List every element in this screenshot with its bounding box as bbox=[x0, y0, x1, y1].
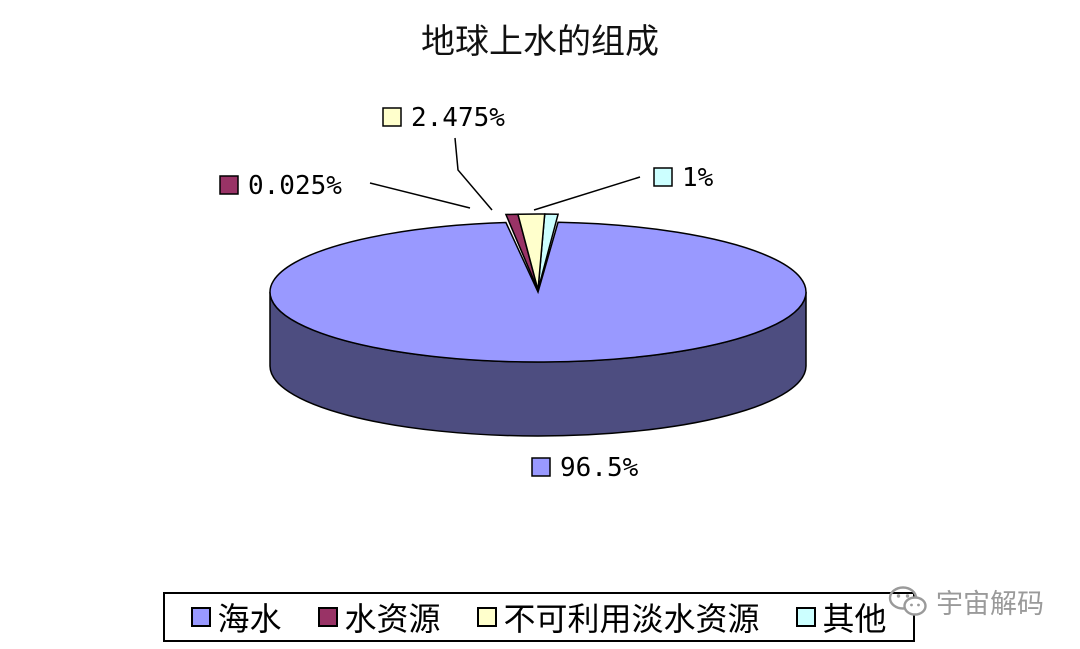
data-label-swatch-water-resources bbox=[219, 175, 239, 195]
chart-title: 地球上水的组成 bbox=[421, 22, 659, 62]
data-label-unusable-freshwater: 2.475% bbox=[411, 103, 505, 133]
pie-slice-unusable-freshwater bbox=[516, 213, 546, 291]
legend-item-water-resources: 水资源 bbox=[318, 594, 441, 640]
pie-chart: 96.5% 0.025% 2.475% 1% bbox=[219, 103, 807, 483]
pie-tops bbox=[269, 213, 807, 363]
legend-swatch-unusable-freshwater bbox=[477, 607, 498, 627]
leader-line-water-resources bbox=[369, 182, 471, 209]
watermark: 宇宙解码 bbox=[888, 582, 1044, 621]
watermark-text: 宇宙解码 bbox=[936, 589, 1044, 620]
legend-label-other: 其他 bbox=[822, 600, 887, 638]
legend-swatch-water-resources bbox=[318, 607, 339, 627]
legend-label-unusable-freshwater: 不可利用淡水资源 bbox=[503, 600, 760, 638]
data-label-seawater: 96.5% bbox=[560, 453, 639, 483]
legend-item-seawater: 海水 bbox=[191, 594, 282, 640]
legend-swatch-other bbox=[796, 607, 817, 627]
pie-slice-seawater bbox=[269, 221, 807, 363]
chart-legend: 海水 水资源 不可利用淡水资源 其他 bbox=[163, 592, 915, 642]
legend-swatch-seawater bbox=[191, 607, 212, 627]
leader-line-other bbox=[533, 176, 641, 211]
legend-label-water-resources: 水资源 bbox=[344, 600, 441, 638]
data-label-swatch-unusable-freshwater bbox=[382, 107, 402, 127]
data-labels: 96.5% 0.025% 2.475% 1% bbox=[219, 103, 714, 483]
data-label-swatch-other bbox=[653, 167, 673, 187]
data-label-water-resources: 0.025% bbox=[248, 171, 342, 201]
data-label-swatch-seawater bbox=[531, 457, 551, 477]
legend-label-seawater: 海水 bbox=[217, 600, 282, 638]
data-label-other: 1% bbox=[682, 163, 714, 193]
legend-item-other: 其他 bbox=[796, 594, 887, 640]
leader-line-unusable-freshwater bbox=[454, 137, 493, 211]
wechat-icon bbox=[888, 585, 927, 616]
legend-item-unusable-freshwater: 不可利用淡水资源 bbox=[477, 594, 760, 640]
